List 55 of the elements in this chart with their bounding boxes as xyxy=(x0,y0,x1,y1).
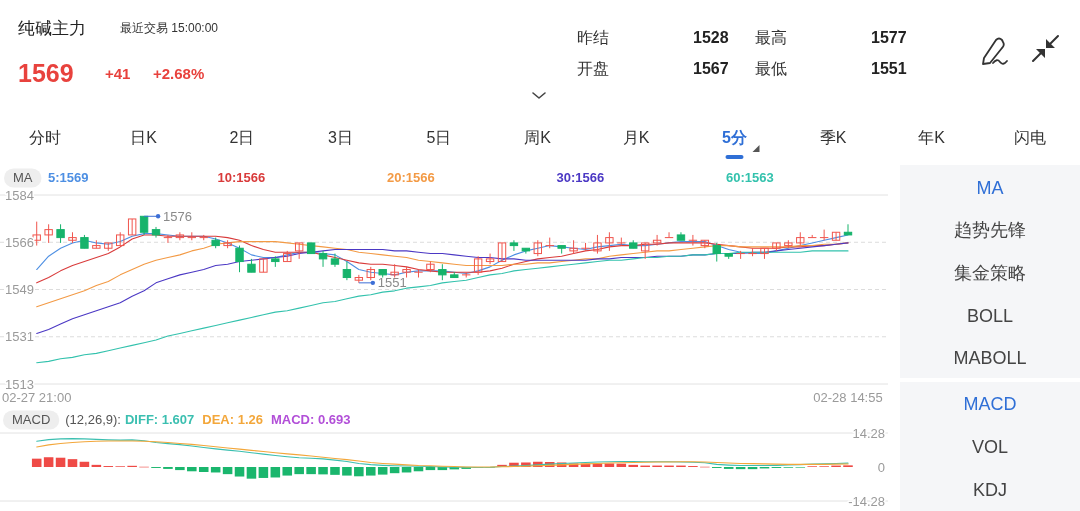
text: +2.68% xyxy=(153,65,205,82)
text: KDJ xyxy=(972,480,1008,500)
y-tick-label: 14.28 xyxy=(852,425,885,441)
text: 1551 xyxy=(871,60,907,77)
text: 集金策略 xyxy=(954,263,1026,283)
text: 3日 xyxy=(328,129,353,146)
legend-title: MACD xyxy=(12,412,51,427)
text: BOLL xyxy=(966,306,1014,326)
text: 5日 xyxy=(426,129,452,146)
y-tick-label: -14.28 xyxy=(848,493,885,509)
text: MACD xyxy=(963,394,1017,414)
text: 1567 xyxy=(693,60,729,77)
series-label: DIFF: 1.607 xyxy=(124,412,195,427)
text: 5:1569 xyxy=(48,170,89,185)
text: 2日 xyxy=(229,129,255,146)
text: 日K xyxy=(130,129,158,146)
text: MACD: 0.693 xyxy=(271,412,351,427)
text: 最近交易 15:00:00 xyxy=(120,21,219,35)
text: 昨结 xyxy=(577,29,609,46)
text: 1577 xyxy=(871,29,907,46)
text: 5分 xyxy=(722,129,748,146)
y-tick-label: 1549 xyxy=(5,282,34,298)
text: MABOLL xyxy=(953,348,1027,368)
text: 30:1566 xyxy=(556,170,605,185)
annotation: 1576 xyxy=(163,208,192,224)
series-label: DEA: 1.26 xyxy=(202,412,263,427)
y-tick-label: 1531 xyxy=(5,329,34,345)
text: 月K xyxy=(622,129,650,146)
y-tick-label: 1566 xyxy=(5,234,34,250)
text: 闪电 xyxy=(1014,129,1046,146)
x-tick-label: 02-28 14:55 xyxy=(813,390,883,405)
text: 开盘 xyxy=(577,60,609,77)
annotation: 1551 xyxy=(377,275,407,291)
y-tick-label: 0 xyxy=(877,459,885,475)
text: 季K xyxy=(819,129,847,146)
text: 60:1563 xyxy=(726,170,774,185)
text: 最低 xyxy=(755,60,787,77)
text: 10:1566 xyxy=(217,170,266,185)
text: MA xyxy=(976,178,1004,198)
text: 年K xyxy=(918,129,946,146)
y-tick-label: 1584 xyxy=(5,187,34,203)
text: 周K xyxy=(524,129,552,146)
text: (12,26,9): xyxy=(65,412,121,427)
text: 趋势先锋 xyxy=(954,220,1026,240)
y-tick-label: 1513 xyxy=(5,376,34,392)
x-tick-label: 02-27 21:00 xyxy=(2,390,72,405)
text: 分时 xyxy=(29,129,61,146)
text: 1528 xyxy=(693,29,729,46)
text: 最高 xyxy=(755,29,787,46)
text: +41 xyxy=(105,65,131,82)
text: VOL xyxy=(971,437,1009,457)
legend-title: MA xyxy=(13,170,33,185)
text: 纯碱主力 xyxy=(18,19,86,38)
text: 1569 xyxy=(18,59,74,87)
text: 20:1566 xyxy=(387,170,435,185)
